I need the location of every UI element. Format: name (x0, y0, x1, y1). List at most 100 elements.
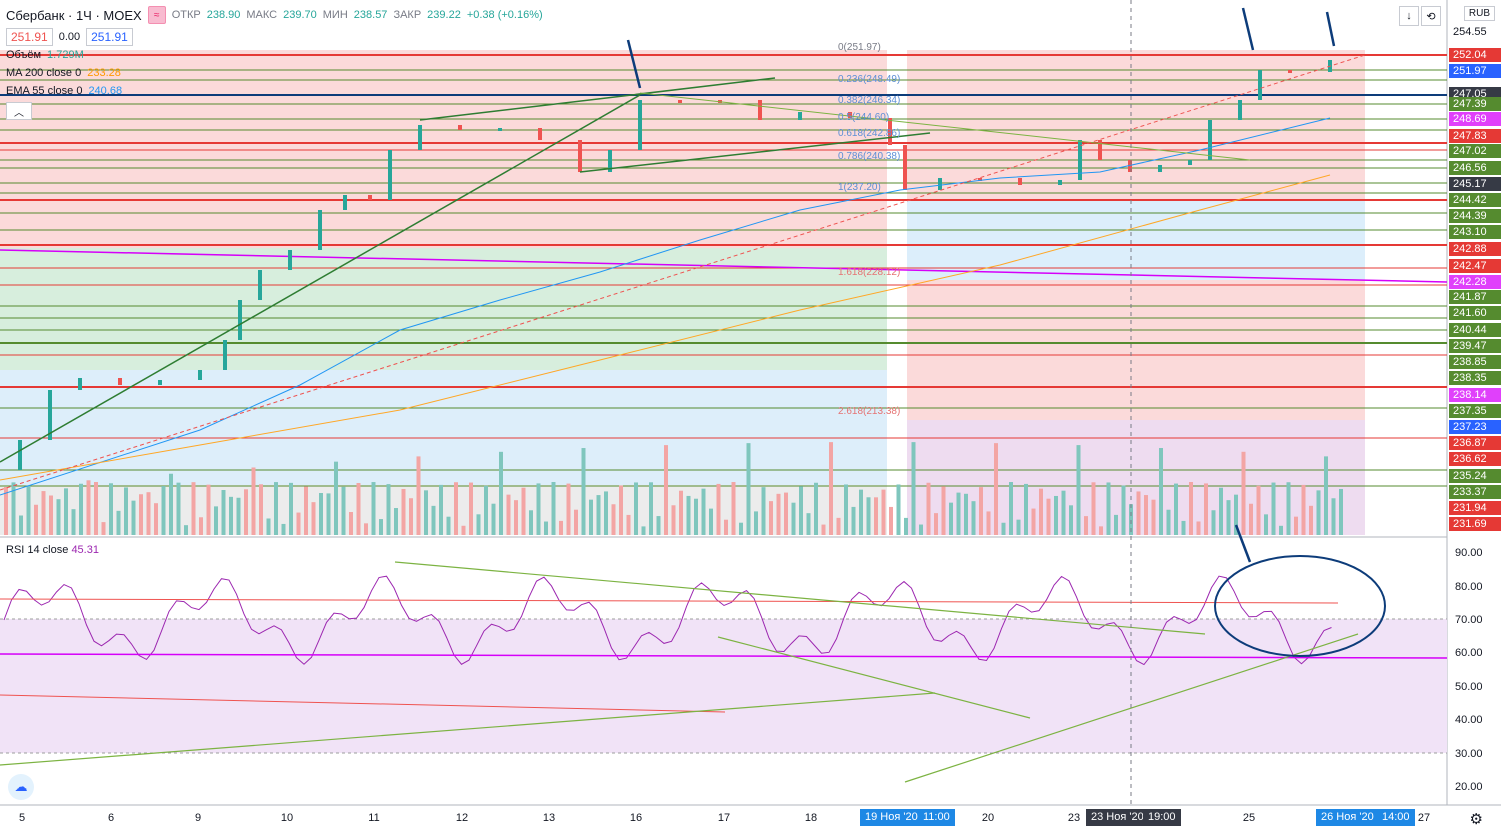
volume-bar (1046, 498, 1051, 535)
volume-bar (701, 488, 706, 535)
candle (798, 112, 802, 120)
close-label: ЗАКР (393, 9, 422, 21)
volume-bar (94, 482, 98, 535)
volume-bar (161, 486, 166, 535)
volume-bar (356, 482, 361, 535)
price-axis-tag: 238.85 (1449, 355, 1501, 369)
volume-bar (1136, 491, 1141, 535)
currency-badge[interactable]: RUB (1463, 6, 1495, 21)
time-axis-label: 16 (629, 812, 643, 824)
price-axis-tag: 231.94 (1449, 501, 1501, 515)
volume-bar (926, 482, 931, 535)
time-axis-label: 13 (542, 812, 556, 824)
volume-bar (199, 517, 203, 535)
volume-row[interactable]: Объём 1.729M (6, 46, 543, 64)
candle (1238, 100, 1242, 120)
volume-bar (686, 495, 691, 535)
candle (18, 440, 22, 470)
volume-bar (281, 523, 286, 535)
ema-row[interactable]: EMA 55 close 0 240.68 (6, 82, 543, 100)
volume-bar (41, 491, 46, 535)
volume-bar (761, 487, 766, 535)
volume-bar (581, 448, 586, 535)
time-axis-label: 18 (804, 812, 818, 824)
volume-bar (829, 442, 833, 535)
volume-bar (146, 492, 151, 535)
volume-bar (769, 501, 773, 535)
volume-bar (656, 516, 661, 535)
zone-pink-right (907, 50, 1365, 200)
time-axis-tag: 11:00 (918, 809, 955, 826)
volume-bar (1091, 482, 1096, 535)
volume-bar (484, 485, 488, 535)
volume-bar (649, 482, 653, 535)
ma-row[interactable]: MA 200 close 0 233.28 (6, 64, 543, 82)
volume-bar (1324, 456, 1328, 535)
price-axis-tag: 247.02 (1449, 144, 1501, 158)
rsi-legend[interactable]: RSI 14 close 45.31 (6, 544, 99, 556)
collapse-icon[interactable]: ︿ (6, 102, 32, 120)
candle (758, 100, 762, 120)
volume-bar (506, 494, 511, 535)
volume-bar (1129, 504, 1133, 535)
candle (1258, 70, 1262, 100)
volume-bar (476, 514, 481, 535)
candle (458, 125, 462, 130)
fib-label: 0(251.97) (838, 42, 881, 53)
volume-bar (731, 482, 736, 535)
volume-bar (116, 510, 121, 535)
rsi-label: RSI 14 close (6, 544, 69, 556)
volume-label: Объём (6, 49, 42, 61)
volume-bar (664, 445, 668, 535)
volume-bar (364, 523, 368, 535)
volume-bar (1054, 495, 1058, 535)
restore-icon[interactable]: ⟲ (1421, 6, 1441, 26)
rsi-axis-label: 60.00 (1455, 647, 1483, 659)
ask-box[interactable]: 251.91 (86, 28, 133, 46)
volume-bar (394, 508, 398, 535)
volume-bar (4, 487, 8, 535)
volume-bar (184, 525, 188, 535)
fib-label: 0.618(242.86) (838, 128, 900, 139)
volume-bar (1219, 487, 1223, 535)
volume-bar (154, 503, 158, 535)
volume-bar (469, 482, 473, 535)
volume-bar (971, 501, 976, 535)
down-arrow-icon[interactable]: ↓ (1399, 6, 1419, 26)
rsi-red-line (0, 598, 1339, 604)
volume-bar (1181, 520, 1186, 535)
price-axis-tag: 242.28 (1449, 275, 1501, 289)
candle (1208, 120, 1212, 160)
candle (118, 378, 122, 385)
rsi-axis-label: 30.00 (1455, 748, 1483, 760)
price-axis-tag: 242.47 (1449, 259, 1501, 273)
volume-bar (1031, 508, 1036, 535)
rsi-magenta-line (0, 653, 1448, 659)
symbol-title[interactable]: Сбербанк · 1Ч · MOEX (6, 7, 142, 23)
price-axis-tag: 241.87 (1449, 290, 1501, 304)
volume-bar (889, 506, 893, 535)
volume-bar (851, 506, 856, 535)
time-axis-tag: 26 Ноя '20 (1316, 809, 1379, 826)
trendline-1 (0, 94, 641, 463)
settings-icon[interactable]: ⚙ (1469, 811, 1483, 828)
tradingview-logo-icon[interactable]: ☁ (8, 774, 34, 800)
volume-bar (221, 489, 226, 535)
price-axis-tag: 243.10 (1449, 225, 1501, 239)
volume-bar (979, 487, 983, 535)
bid-box[interactable]: 251.91 (6, 28, 53, 46)
compare-icon[interactable]: ≈ (147, 6, 166, 24)
volume-bar (169, 473, 173, 535)
volume-bar (896, 484, 901, 535)
volume-bar (499, 451, 503, 535)
volume-bar (1196, 521, 1201, 535)
candle (578, 140, 582, 172)
volume-bar (409, 498, 413, 535)
fib-label: 0.382(246.34) (838, 95, 900, 106)
time-axis-label: 23 (1067, 812, 1081, 824)
volume-bar (1226, 500, 1231, 535)
price-axis-tag: 236.62 (1449, 452, 1501, 466)
candle (1128, 160, 1132, 172)
